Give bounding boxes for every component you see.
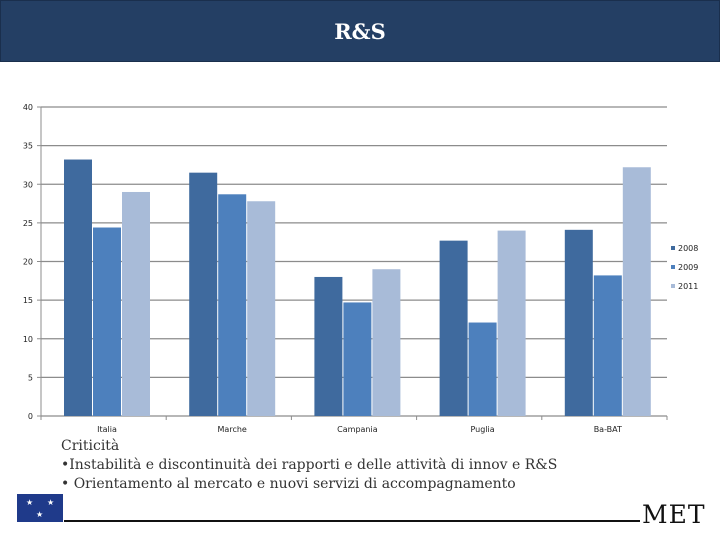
bar-2008-ba-bat (564, 229, 593, 416)
bar-2009-puglia (468, 322, 497, 416)
y-tick-label: 5 (28, 373, 33, 382)
bar-2008-puglia (439, 240, 468, 416)
bar-2009-marche (218, 194, 247, 416)
y-tick-label: 15 (23, 296, 33, 305)
x-tick-label: Marche (218, 425, 247, 434)
notes-heading: Criticità (61, 438, 120, 454)
star-icon: ★ (47, 498, 55, 507)
y-tick-label: 0 (28, 412, 33, 421)
y-tick-label: 20 (23, 258, 33, 267)
legend-swatch (671, 284, 675, 288)
bar-2008-italia (64, 159, 92, 416)
bar-2011-puglia (497, 230, 526, 416)
bar-2009-ba-bat (593, 275, 622, 416)
y-tick-label: 40 (23, 103, 33, 112)
bar-2009-italia (93, 227, 121, 416)
bar-2011-italia (122, 191, 150, 416)
legend-label: 2011 (678, 282, 698, 291)
star-icon: ★ (26, 498, 34, 507)
bar-2009-campania (343, 302, 372, 416)
notes-section: Criticità •Instabilità e discontinuità d… (61, 437, 557, 494)
legend-swatch (671, 265, 675, 269)
eu-flag-icon: ★ ★ ★ (17, 494, 63, 522)
bar-chart: 0 5 10 15 20 25 30 35 40 Italia Marche Campania Pugl… (23, 103, 699, 434)
legend-label: 2009 (678, 263, 698, 272)
bar-2011-ba-bat (622, 167, 651, 416)
star-icon: ★ (36, 510, 44, 519)
bar-2008-marche (189, 172, 218, 416)
bar-2008-campania (314, 276, 343, 416)
x-tick-label: Puglia (471, 425, 495, 434)
page-title: R&S (334, 19, 386, 44)
bar-2011-marche (247, 201, 276, 416)
x-tick-label: Ba-BAT (594, 425, 622, 434)
y-tick-label: 10 (23, 335, 33, 344)
bar-2011-campania (372, 269, 401, 416)
title-bar: R&S (0, 0, 720, 62)
footer-divider (64, 520, 640, 522)
y-tick-label: 35 (23, 142, 33, 151)
x-tick-label: Italia (97, 425, 117, 434)
y-tick-label: 25 (23, 219, 33, 228)
notes-bullet: •Instabilità e discontinuità dei rapport… (61, 457, 558, 473)
met-logo: MET (642, 500, 706, 529)
y-tick-label: 30 (23, 180, 33, 189)
legend-label: 2008 (678, 244, 698, 253)
notes-bullet: • Orientamento al mercato e nuovi serviz… (61, 476, 516, 492)
legend-swatch (671, 246, 675, 250)
x-tick-label: Campania (337, 425, 378, 434)
